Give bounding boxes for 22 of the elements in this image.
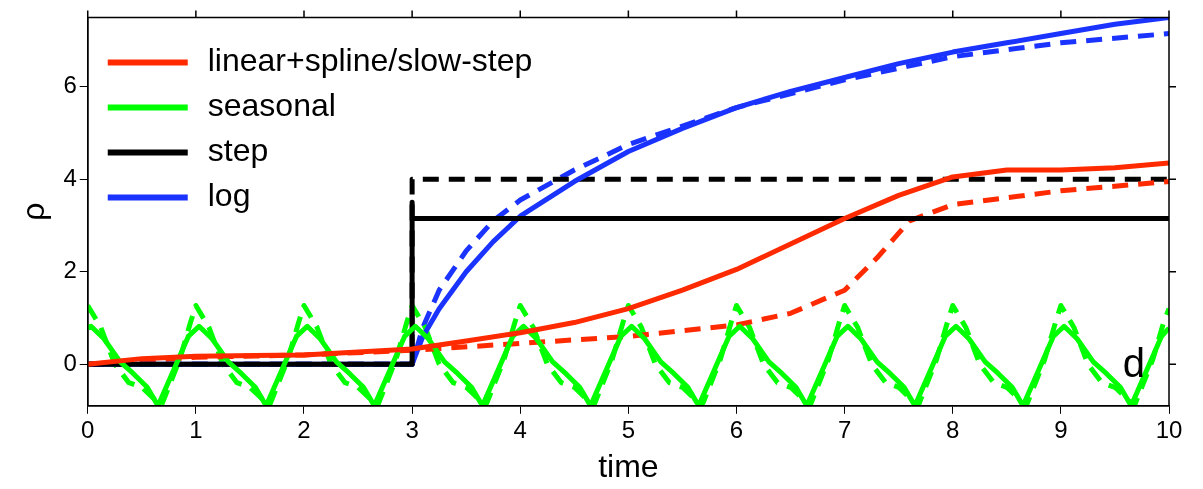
annotation: d [1122, 340, 1145, 385]
y-axis-title: ρ [15, 202, 52, 221]
legend-label: log [207, 177, 251, 214]
y-tick-label: 6 [63, 71, 77, 99]
x-tick-label: 10 [1155, 415, 1183, 443]
x-tick-label: 0 [81, 415, 95, 443]
x-tick-label: 5 [621, 415, 636, 443]
legend-label: linear+spline/slow-step [207, 42, 533, 79]
y-tick-label: 0 [63, 348, 77, 376]
x-tick-label: 7 [837, 415, 852, 443]
x-axis-title: time [598, 447, 659, 484]
x-tick-label: 6 [729, 415, 744, 443]
y-tick-label: 4 [63, 163, 77, 191]
legend-label: step [207, 132, 269, 169]
x-tick-label: 2 [297, 415, 311, 443]
x-tick-label: 1 [189, 415, 203, 443]
x-tick-label: 8 [946, 415, 960, 443]
legend-label: seasonal [207, 87, 336, 124]
x-tick-label: 4 [513, 415, 527, 443]
x-tick-label: 3 [405, 415, 419, 443]
x-tick-label: 9 [1054, 415, 1068, 443]
y-tick-label: 2 [63, 256, 77, 284]
